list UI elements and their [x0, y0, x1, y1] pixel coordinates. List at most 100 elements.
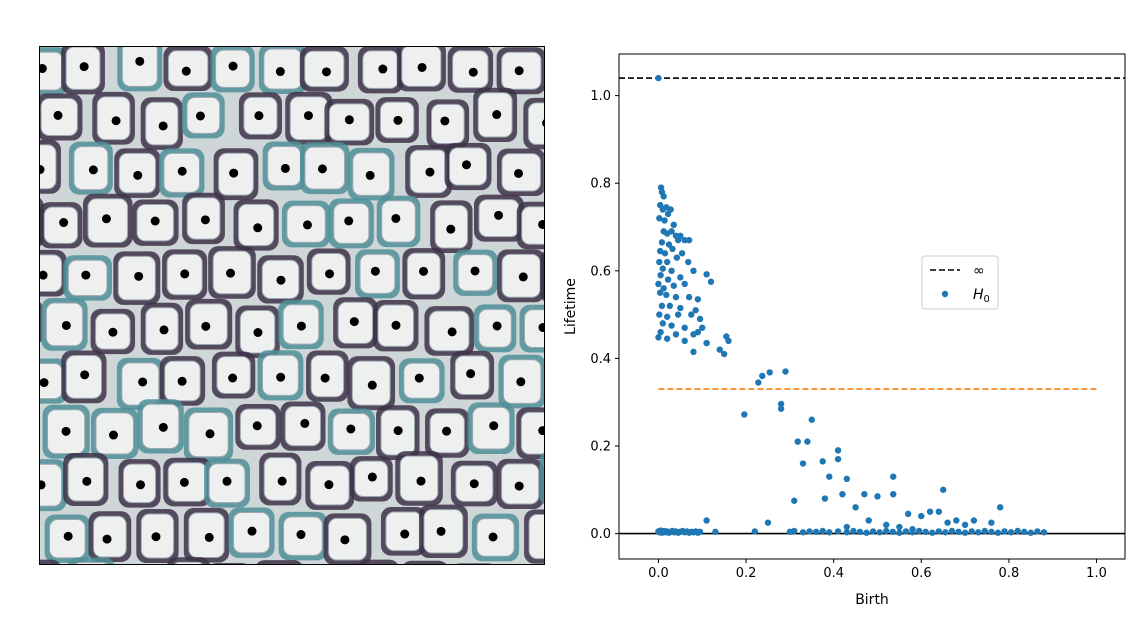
cell-center-marker [367, 380, 377, 390]
h0-point [1027, 529, 1035, 536]
y-tick-label: 0.6 [590, 264, 611, 279]
h0-point [839, 490, 846, 498]
tissue-cell [418, 504, 468, 559]
tissue-cell [375, 97, 419, 143]
h0-point [826, 529, 833, 536]
cell-center-marker [108, 327, 118, 337]
cell-center-marker [82, 476, 92, 486]
cell-center-marker [489, 421, 499, 431]
cell-center-marker [102, 534, 112, 544]
tissue-cell [523, 97, 544, 150]
tissue-cell [498, 354, 544, 409]
h0-point [692, 307, 699, 314]
cell-center-marker [417, 62, 427, 72]
tissue-cell [90, 308, 136, 355]
h0-point [782, 368, 789, 375]
cell-center-marker [134, 271, 144, 281]
cell-center-marker [195, 111, 205, 121]
h0-point [961, 529, 969, 536]
cell-center-marker [280, 163, 290, 173]
x-tick-label: 0.0 [648, 566, 669, 581]
h0-point [1021, 528, 1028, 536]
tissue-cell [299, 47, 349, 92]
tissue-cell [376, 405, 420, 460]
h0-point [777, 405, 785, 412]
tissue-cell [67, 557, 115, 564]
h0-point [690, 348, 697, 356]
cell-center-marker [466, 369, 476, 379]
cell-center-marker [303, 111, 313, 121]
h0-point [942, 529, 949, 536]
h0-point [874, 493, 881, 500]
tissue-cell [92, 91, 135, 145]
tissue-cell [473, 194, 524, 242]
cell-center-marker [204, 532, 214, 542]
cell-center-marker [320, 373, 330, 383]
y-axis-label: Lifetime [563, 278, 579, 335]
tissue-cell [61, 350, 107, 404]
tissue-cell [40, 202, 83, 249]
tissue-cell [211, 351, 256, 399]
h0-point [852, 504, 859, 511]
h0-point [741, 411, 748, 418]
h0-point [909, 529, 916, 536]
h0-point [821, 495, 829, 502]
tissue-cell [403, 560, 447, 564]
tissue-cell [90, 407, 139, 460]
h0-point [970, 517, 978, 524]
h0-point [819, 527, 826, 535]
tissue-cell [233, 199, 279, 251]
tissue-cell [257, 350, 304, 401]
tissue-cell [238, 92, 282, 140]
x-tick-label: 0.4 [823, 566, 844, 581]
tissue-cell [473, 304, 517, 353]
tissue-cell [456, 563, 492, 564]
h0-point [1007, 529, 1015, 536]
h0-point [659, 265, 667, 272]
h0-point [869, 528, 877, 535]
tissue-cell [61, 47, 105, 95]
h0-point [808, 416, 815, 423]
h0-point [799, 460, 807, 467]
tissue-cell [358, 559, 398, 564]
tissue-cell [453, 249, 498, 296]
h0-point [755, 379, 762, 386]
cell-center-marker [205, 429, 215, 439]
tissue-cell [42, 404, 90, 459]
cell-center-marker [492, 110, 502, 120]
cell-center-marker [63, 531, 73, 541]
cell-center-marker [325, 269, 335, 279]
h0-point [863, 529, 870, 536]
tissue-cell [398, 358, 445, 404]
y-tick-label: 1.0 [590, 89, 611, 104]
cell-center-marker [378, 64, 388, 74]
cell-center-marker [275, 67, 285, 77]
y-tick-label: 0.4 [590, 352, 611, 367]
tissue-cell [40, 93, 83, 141]
cell-center-marker [296, 321, 306, 331]
h0-point [665, 241, 673, 248]
h0-point [657, 328, 664, 336]
h0-point [766, 369, 773, 376]
h0-point [658, 239, 666, 246]
cell-center-marker [393, 115, 403, 125]
h0-point [672, 293, 680, 301]
tissue-cell [163, 457, 212, 507]
tissue-cell [373, 300, 419, 352]
tissue-cell [467, 402, 515, 454]
cell-center-marker [61, 320, 71, 330]
h0-point [935, 528, 943, 535]
h0-point [669, 245, 676, 253]
cell-center-marker [158, 121, 168, 131]
h0-point [725, 337, 732, 345]
h0-point [926, 508, 934, 515]
h0-point [678, 250, 686, 257]
tissue-cell [257, 255, 304, 304]
tissue-cell [396, 47, 446, 92]
h0-point [804, 438, 811, 445]
tissue-cell [405, 145, 452, 198]
y-tick-label: 0.0 [590, 527, 611, 542]
h0-point [661, 250, 669, 257]
tissue-cell [114, 148, 161, 198]
cell-center-marker [88, 165, 98, 175]
